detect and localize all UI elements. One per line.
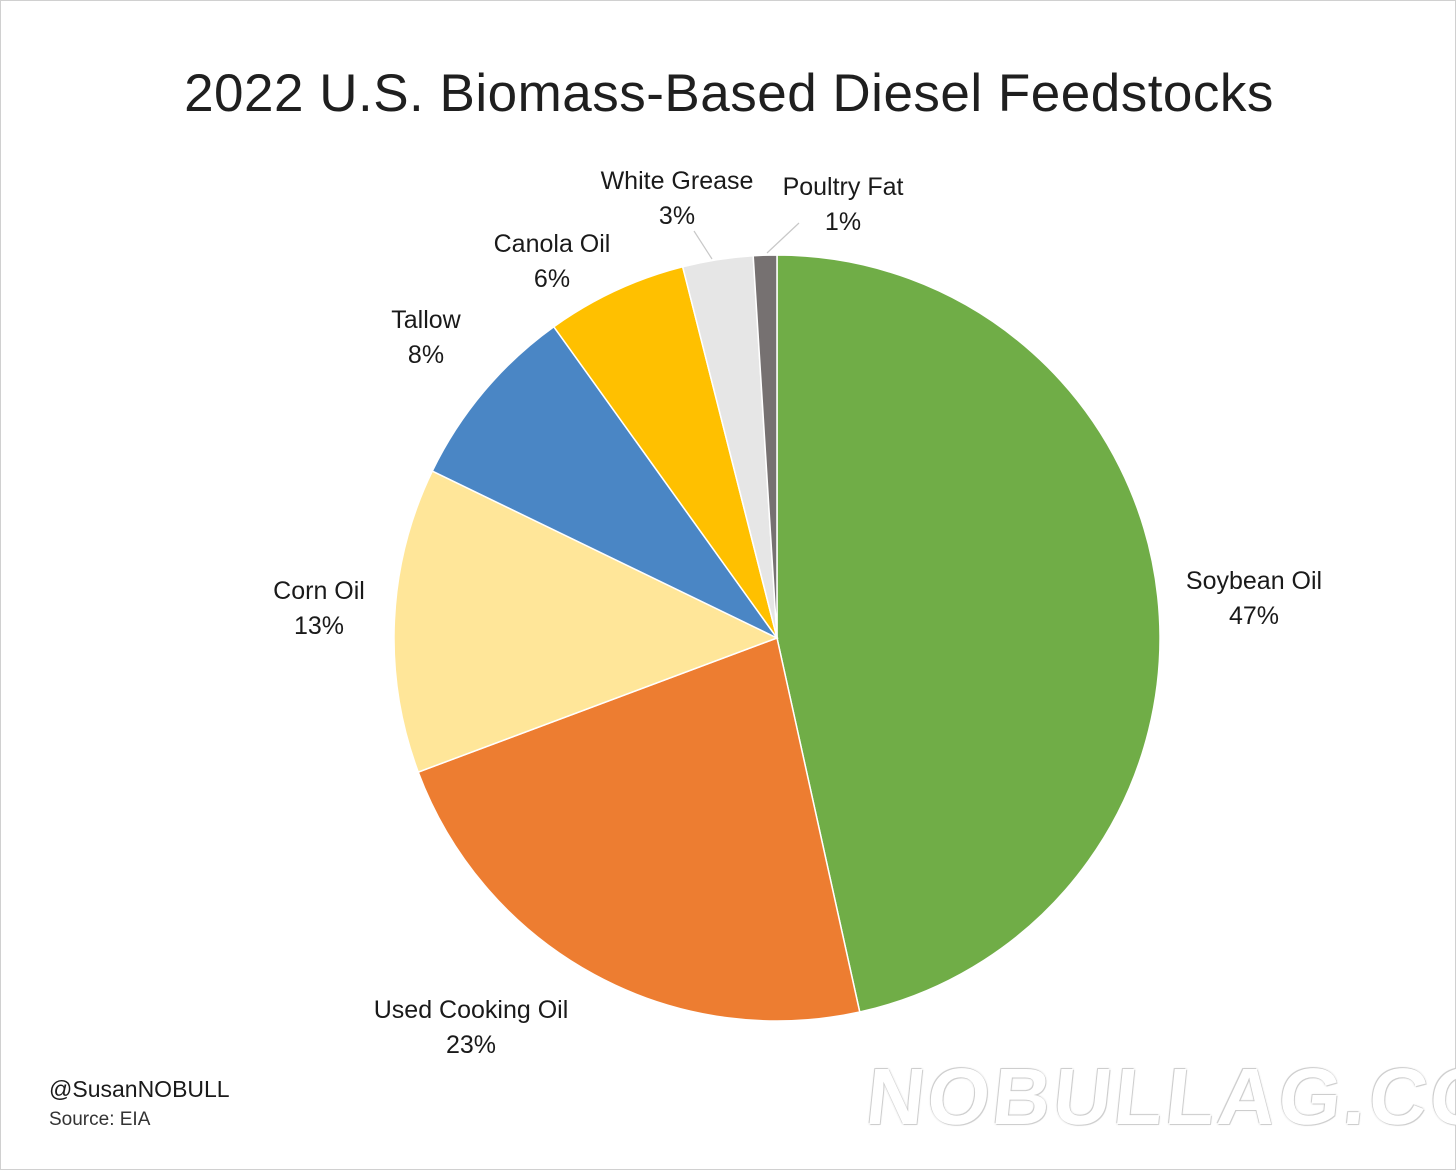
- pie-slice-used-cooking-oil: [417, 636, 861, 1022]
- slice-category-label: White Grease: [600, 167, 754, 195]
- slice-percent-label: 23%: [445, 1031, 497, 1059]
- slice-percent-label: 8%: [407, 341, 445, 369]
- leader-line-white-grease: [693, 230, 713, 260]
- slice-percent-label: 6%: [533, 265, 571, 293]
- pie-slice-soybean-oil: [776, 254, 1161, 1013]
- pie-slice-poultry-fat: [752, 254, 778, 639]
- slice-category-label: Corn Oil: [273, 577, 365, 605]
- slice-percent-label: 3%: [658, 202, 696, 230]
- slice-label-used-cooking-oil: Used Cooking Oil 23%: [374, 993, 569, 1063]
- slice-category-label: Used Cooking Oil: [373, 996, 569, 1024]
- slice-label-soybean-oil: Soybean Oil 47%: [1186, 564, 1322, 634]
- slice-percent-label: 47%: [1228, 602, 1280, 630]
- pie-slice-corn-oil: [393, 470, 779, 774]
- chart-title: 2022 U.S. Biomass-Based Diesel Feedstock…: [184, 64, 1274, 123]
- slice-percent-label: 13%: [293, 612, 345, 640]
- slice-label-corn-oil: Corn Oil 13%: [273, 574, 365, 644]
- slice-category-label: Soybean Oil: [1185, 567, 1323, 595]
- slice-label-white-grease: White Grease 3%: [601, 164, 754, 234]
- slice-percent-label: 1%: [824, 208, 862, 236]
- slice-category-label: Tallow: [391, 306, 461, 334]
- pie-slice-tallow: [431, 325, 778, 639]
- leader-line-poultry-fat: [766, 222, 800, 254]
- slice-label-poultry-fat: Poultry Fat 1%: [783, 170, 904, 240]
- pie-slice-canola-oil: [552, 265, 778, 639]
- slice-category-label: Canola Oil: [493, 230, 611, 258]
- slice-label-canola-oil: Canola Oil 6%: [494, 227, 611, 297]
- slice-category-label: Poultry Fat: [782, 173, 904, 201]
- source-note: Source: EIA: [49, 1109, 151, 1130]
- watermark-logo: NOBULLAG.COM: [862, 1052, 1456, 1141]
- author-handle: @SusanNOBULL: [49, 1076, 230, 1102]
- slice-label-tallow: Tallow 8%: [391, 303, 460, 373]
